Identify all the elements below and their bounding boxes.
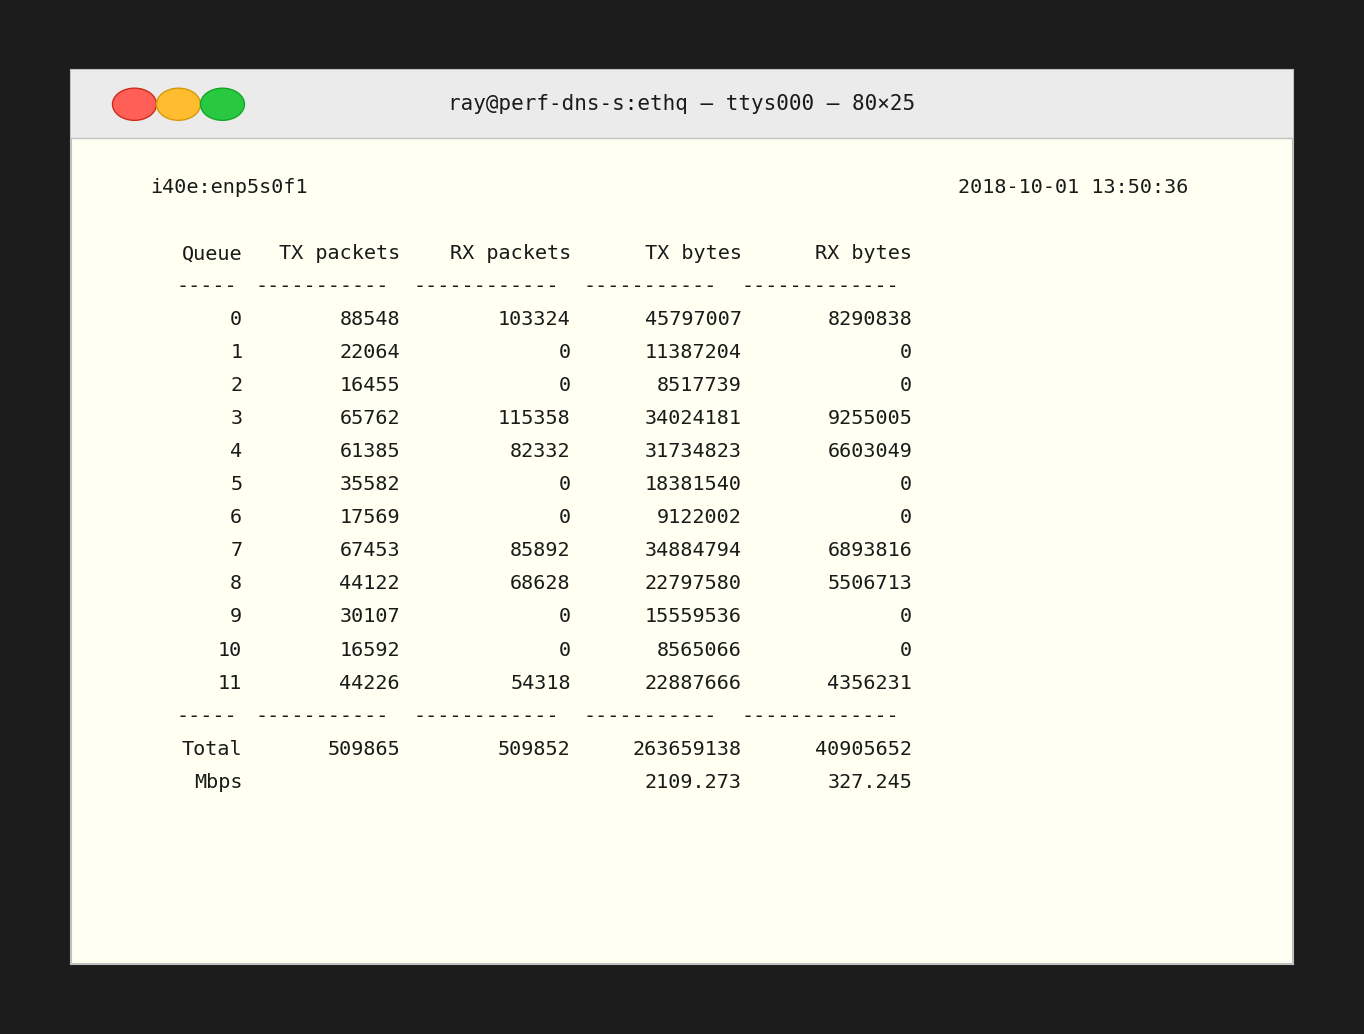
Text: 22887666: 22887666 <box>645 673 742 693</box>
Text: 103324: 103324 <box>498 310 570 329</box>
Text: 30107: 30107 <box>340 608 400 627</box>
Text: 0: 0 <box>900 376 913 395</box>
Text: 9: 9 <box>231 608 243 627</box>
Text: 35582: 35582 <box>340 476 400 494</box>
Text: Queue: Queue <box>181 244 243 264</box>
Text: -------------: ------------- <box>742 277 899 297</box>
Text: 22064: 22064 <box>340 343 400 362</box>
Text: 3: 3 <box>231 409 243 428</box>
Text: 0: 0 <box>559 640 570 660</box>
Text: 509852: 509852 <box>498 739 570 759</box>
Text: -----------: ----------- <box>584 277 717 297</box>
Circle shape <box>112 88 157 120</box>
Text: 509865: 509865 <box>327 739 400 759</box>
Text: 67453: 67453 <box>340 542 400 560</box>
Text: 2: 2 <box>231 376 243 395</box>
Text: 31734823: 31734823 <box>645 443 742 461</box>
Text: 45797007: 45797007 <box>645 310 742 329</box>
Text: 0: 0 <box>559 608 570 627</box>
Text: 9122002: 9122002 <box>656 509 742 527</box>
Text: 18381540: 18381540 <box>645 476 742 494</box>
Text: 61385: 61385 <box>340 443 400 461</box>
Text: 11: 11 <box>218 673 243 693</box>
Text: 15559536: 15559536 <box>645 608 742 627</box>
Text: 40905652: 40905652 <box>816 739 913 759</box>
Text: 6893816: 6893816 <box>828 542 913 560</box>
Text: 11387204: 11387204 <box>645 343 742 362</box>
Text: 327.245: 327.245 <box>828 772 913 792</box>
Text: 16455: 16455 <box>340 376 400 395</box>
Text: -----------: ----------- <box>255 706 389 726</box>
Text: Total: Total <box>181 739 243 759</box>
Text: 5506713: 5506713 <box>828 575 913 594</box>
Circle shape <box>157 88 201 120</box>
Text: 44122: 44122 <box>340 575 400 594</box>
Text: -----------: ----------- <box>584 706 717 726</box>
Text: 8517739: 8517739 <box>656 376 742 395</box>
Text: 6: 6 <box>231 509 243 527</box>
Text: 0: 0 <box>559 376 570 395</box>
Text: 0: 0 <box>231 310 243 329</box>
Text: RX bytes: RX bytes <box>816 244 913 264</box>
Text: 0: 0 <box>900 343 913 362</box>
Text: 0: 0 <box>900 476 913 494</box>
Circle shape <box>201 88 244 120</box>
Text: 0: 0 <box>900 509 913 527</box>
Text: 0: 0 <box>559 509 570 527</box>
Text: 2109.273: 2109.273 <box>645 772 742 792</box>
Text: 0: 0 <box>559 476 570 494</box>
Text: 54318: 54318 <box>510 673 570 693</box>
Text: 10: 10 <box>218 640 243 660</box>
Text: 4: 4 <box>231 443 243 461</box>
Text: ray@perf-dns-s:ethq — ttys000 — 80×25: ray@perf-dns-s:ethq — ttys000 — 80×25 <box>449 94 915 115</box>
Text: 263659138: 263659138 <box>633 739 742 759</box>
Text: 7: 7 <box>231 542 243 560</box>
Text: 9255005: 9255005 <box>828 409 913 428</box>
Text: 65762: 65762 <box>340 409 400 428</box>
Text: 82332: 82332 <box>510 443 570 461</box>
Text: 8: 8 <box>231 575 243 594</box>
Text: 68628: 68628 <box>510 575 570 594</box>
Text: 34884794: 34884794 <box>645 542 742 560</box>
Text: 17569: 17569 <box>340 509 400 527</box>
Text: -------------: ------------- <box>742 706 899 726</box>
Bar <box>71 70 1293 139</box>
Text: ------------: ------------ <box>413 277 559 297</box>
Text: 88548: 88548 <box>340 310 400 329</box>
Text: TX packets: TX packets <box>278 244 400 264</box>
Text: 22797580: 22797580 <box>645 575 742 594</box>
Text: 5: 5 <box>231 476 243 494</box>
Text: TX bytes: TX bytes <box>645 244 742 264</box>
Text: Mbps: Mbps <box>194 772 243 792</box>
Text: 4356231: 4356231 <box>828 673 913 693</box>
Text: 6603049: 6603049 <box>828 443 913 461</box>
Text: 16592: 16592 <box>340 640 400 660</box>
Text: 8290838: 8290838 <box>828 310 913 329</box>
Text: 34024181: 34024181 <box>645 409 742 428</box>
Text: 0: 0 <box>900 608 913 627</box>
Text: 2018-10-01 13:50:36: 2018-10-01 13:50:36 <box>958 178 1188 197</box>
Text: 1: 1 <box>231 343 243 362</box>
Text: -----------: ----------- <box>255 277 389 297</box>
Text: ------------: ------------ <box>413 706 559 726</box>
Text: RX packets: RX packets <box>450 244 570 264</box>
Text: 115358: 115358 <box>498 409 570 428</box>
Text: 0: 0 <box>900 640 913 660</box>
Text: i40e:enp5s0f1: i40e:enp5s0f1 <box>150 178 308 197</box>
Text: -----: ----- <box>177 706 237 726</box>
Text: -----: ----- <box>177 277 237 297</box>
Text: 8565066: 8565066 <box>656 640 742 660</box>
Text: 0: 0 <box>559 343 570 362</box>
Text: 85892: 85892 <box>510 542 570 560</box>
Text: 44226: 44226 <box>340 673 400 693</box>
